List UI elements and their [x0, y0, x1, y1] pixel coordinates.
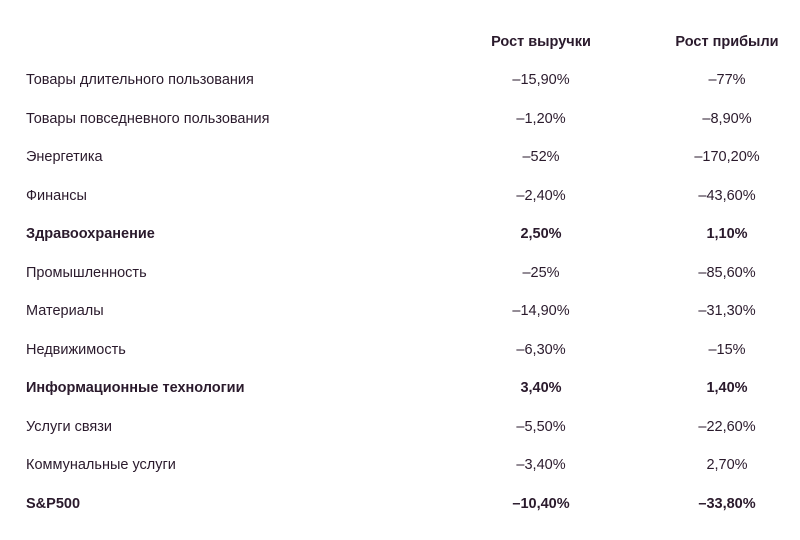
cell-value: –33,80%	[698, 495, 756, 512]
column-header: Рост прибыли	[675, 34, 779, 50]
cell-value: –52%	[522, 149, 560, 165]
cell-value: –15,90%	[512, 72, 570, 88]
cell-value: –22,60%	[698, 418, 756, 435]
column-header: Рост выручки	[491, 34, 591, 50]
cell-value: –31,30%	[698, 303, 756, 319]
cell-value: –85,60%	[698, 264, 756, 281]
cell-value: 3,40%	[520, 380, 562, 396]
row-label: Услуги связи	[26, 418, 113, 435]
row-label: Недвижимость	[26, 341, 126, 358]
cell-value: –2,40%	[516, 187, 566, 204]
row-label: Материалы	[26, 303, 104, 319]
cell-value: 2,50%	[520, 226, 562, 242]
row-label: Информационные технологии	[26, 380, 245, 396]
cell-value: 1,40%	[706, 380, 748, 396]
cell-value: –8,90%	[702, 110, 752, 127]
cell-value: –6,30%	[516, 341, 566, 358]
cell-value: –43,60%	[698, 187, 756, 204]
cell-value: –25%	[522, 264, 560, 281]
cell-value: –15%	[708, 341, 746, 358]
row-label: Здравоохранение	[26, 226, 155, 242]
row-label: Товары длительного пользования	[26, 72, 254, 88]
cell-value: 2,70%	[706, 457, 748, 473]
cell-value: –77%	[708, 72, 746, 88]
cell-value: –10,40%	[512, 495, 570, 512]
row-label: Финансы	[26, 187, 87, 204]
cell-value: –5,50%	[516, 418, 566, 435]
cell-value: –3,40%	[516, 457, 566, 473]
row-label: Промышленность	[26, 264, 147, 281]
cell-value: –170,20%	[694, 149, 760, 165]
cell-value: –14,90%	[512, 303, 570, 319]
row-label: S&P500	[26, 495, 81, 512]
row-label: Коммунальные услуги	[26, 457, 176, 473]
cell-value: 1,10%	[706, 226, 748, 242]
row-label: Энергетика	[26, 149, 103, 165]
cell-value: –1,20%	[516, 110, 566, 127]
row-label: Товары повседневного пользования	[26, 110, 270, 127]
